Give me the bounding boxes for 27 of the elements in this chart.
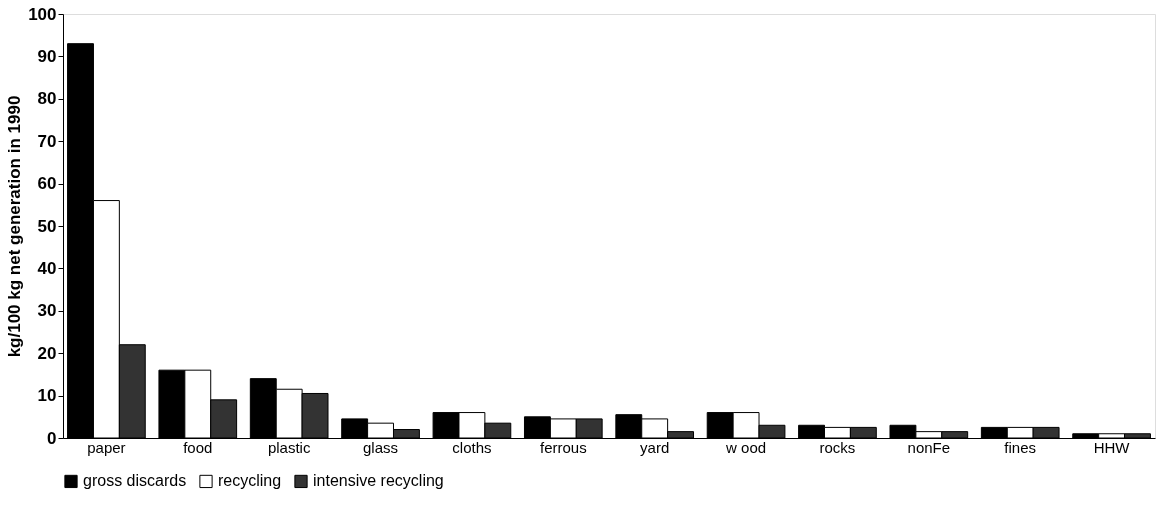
x-tick-label: ferrous	[539, 438, 587, 456]
y-tick-label: 20	[37, 343, 57, 363]
legend-label: intensive recycling	[313, 472, 444, 490]
y-tick-label: 100	[28, 4, 57, 24]
x-tick-label: glass	[363, 438, 399, 456]
y-tick-label: 90	[37, 46, 57, 66]
x-tick-label: fines	[1004, 438, 1037, 456]
y-tick-label: 70	[37, 131, 57, 151]
x-tick-label: cloths	[452, 438, 492, 456]
x-tick-label: yard	[640, 438, 670, 456]
y-tick-label: 80	[37, 89, 57, 109]
x-tick-label: paper	[87, 438, 126, 456]
x-tick-label: HHW	[1093, 438, 1131, 456]
y-tick-label: 0	[47, 428, 57, 448]
x-tick-label: rocks	[819, 438, 856, 456]
y-tick-label: 10	[37, 386, 57, 406]
x-tick-label: plastic	[267, 438, 311, 456]
legend-label: recycling	[218, 472, 282, 490]
y-tick-label: 50	[37, 216, 57, 236]
y-tick-label: 60	[37, 174, 57, 194]
y-tick-label: 40	[37, 258, 57, 278]
y-tick-label: 30	[37, 301, 57, 321]
x-tick-label: food	[183, 438, 213, 456]
x-tick-label: w ood	[725, 438, 767, 456]
y-axis-title: kg/100 kg net generation in 1990	[5, 95, 25, 358]
legend-label: gross discards	[83, 472, 187, 490]
x-tick-label: nonFe	[907, 438, 951, 456]
